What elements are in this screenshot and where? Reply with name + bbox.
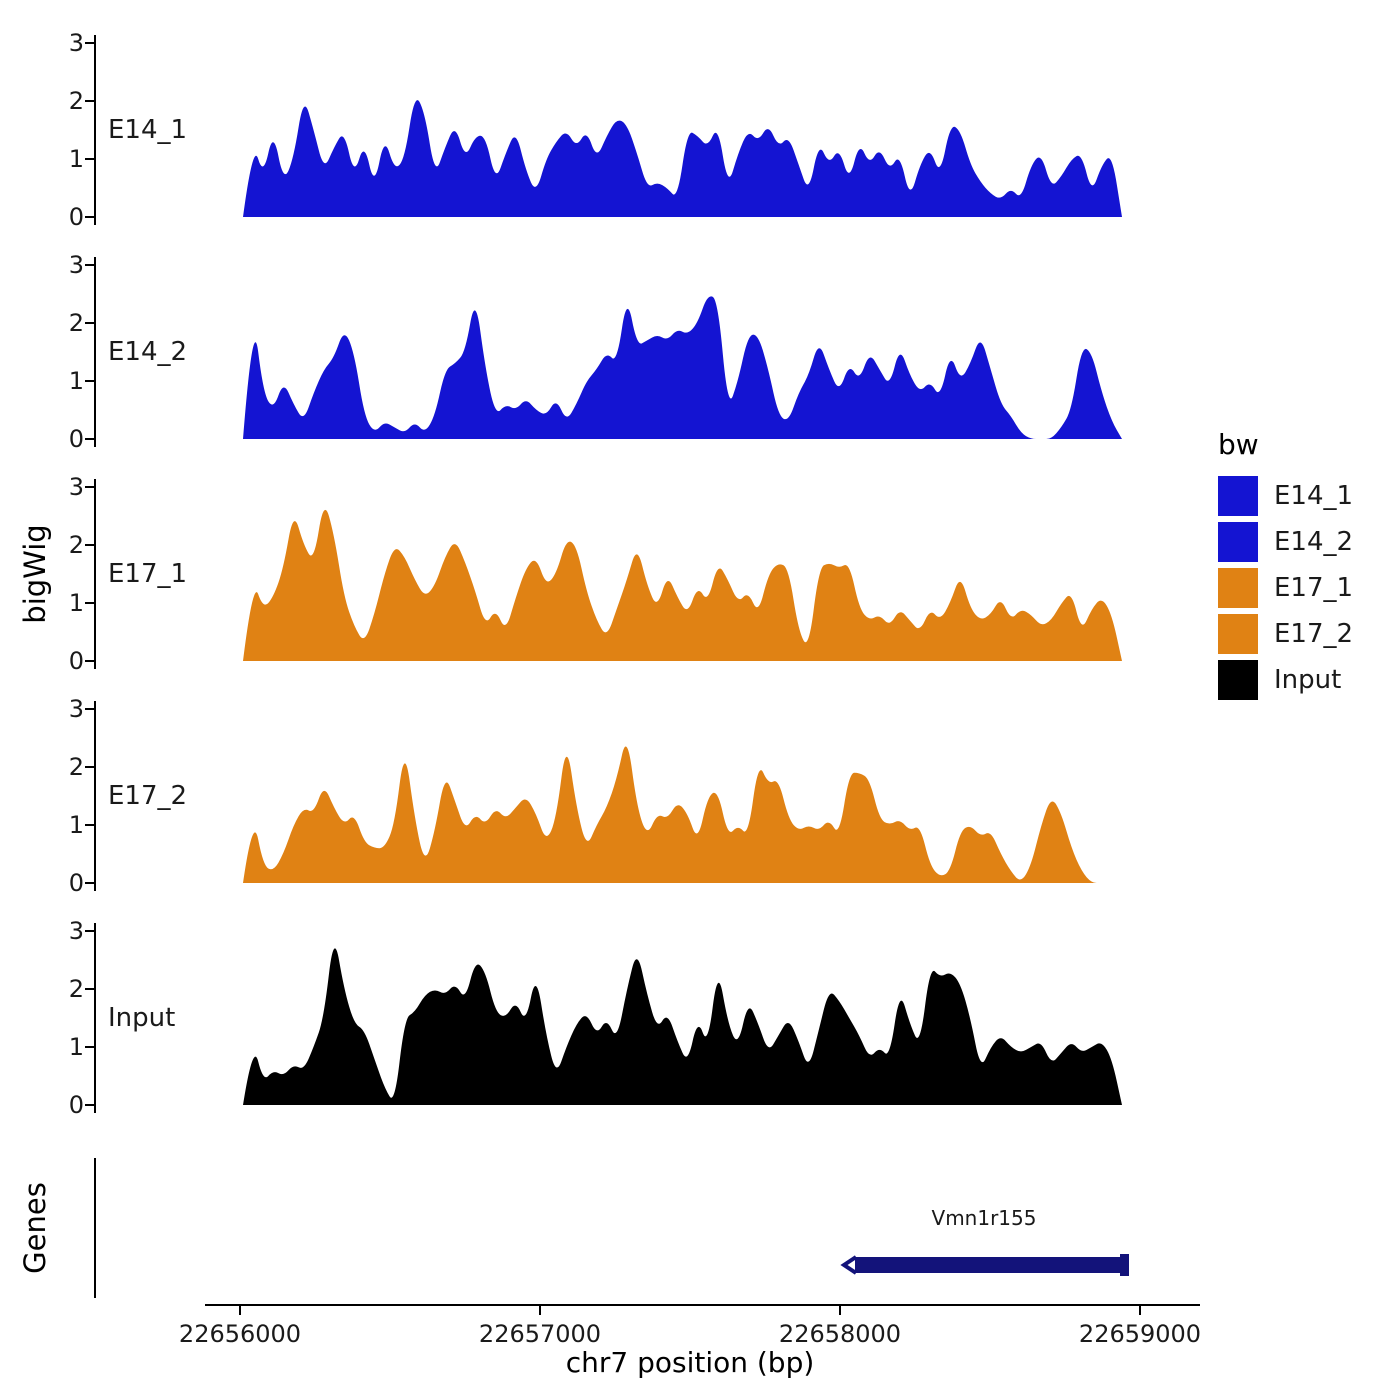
y-tick-label: 2 [68,975,84,1003]
y-tick [85,1046,94,1048]
y-tick [85,322,94,324]
x-tick [539,1306,541,1315]
genes-axis-line [94,1158,96,1298]
x-tick-label: 22658000 [778,1320,902,1348]
y-tick [85,1104,94,1106]
y-tick [85,100,94,102]
track-area-E17_1 [243,509,1122,661]
genes-axis-title: Genes [18,1182,52,1274]
y-tick-label: 1 [68,811,84,839]
y-tick-label: 2 [68,753,84,781]
y-tick [85,158,94,160]
gene-label: Vmn1r155 [931,1206,1037,1230]
y-tick [85,486,94,488]
y-tick-label: 1 [68,1033,84,1061]
y-tick-label: 1 [68,145,84,173]
legend-label-E14_1: E14_1 [1274,481,1354,511]
track-label-E14_1: E14_1 [108,115,188,145]
legend-label-Input: Input [1274,665,1342,695]
x-tick [1139,1306,1141,1315]
x-axis-title: chr7 position (bp) [565,1346,815,1379]
y-axis-line [94,923,96,1113]
track-area-E14_2 [243,296,1122,439]
track-area-E14_1 [243,100,1122,217]
y-axis-title: bigWig [18,524,52,624]
x-axis-line [205,1304,1200,1306]
y-axis-line [94,35,96,225]
gene-body-Vmn1r155 [840,1254,1129,1276]
y-tick-label: 0 [68,1091,84,1119]
y-tick-label: 2 [68,87,84,115]
legend-swatch-E14_1 [1218,476,1258,516]
legend-item-Input: Input [1218,660,1353,700]
y-tick-label: 3 [68,695,84,723]
track-area-Input [243,948,1122,1105]
y-tick [85,438,94,440]
y-axis-line [94,257,96,447]
y-tick [85,216,94,218]
y-tick [85,544,94,546]
y-tick [85,602,94,604]
legend-label-E17_2: E17_2 [1274,619,1354,649]
y-tick [85,882,94,884]
y-tick-label: 1 [68,367,84,395]
y-tick [85,660,94,662]
track-label-Input: Input [108,1003,176,1033]
y-tick-label: 3 [68,917,84,945]
y-tick-label: 0 [68,869,84,897]
legend: E14_1 E14_2 E17_1 E17_2 Input [1218,476,1353,706]
legend-item-E14_1: E14_1 [1218,476,1353,516]
y-tick [85,824,94,826]
track-label-E17_2: E17_2 [108,781,188,811]
legend-item-E17_1: E17_1 [1218,568,1353,608]
y-tick-label: 1 [68,589,84,617]
y-tick-label: 2 [68,309,84,337]
y-tick [85,264,94,266]
y-tick [85,42,94,44]
legend-swatch-E14_2 [1218,522,1258,562]
y-tick [85,988,94,990]
x-tick-label: 22659000 [1078,1320,1202,1348]
track-label-E14_2: E14_2 [108,337,188,367]
legend-swatch-E17_1 [1218,568,1258,608]
y-tick [85,930,94,932]
legend-item-E14_2: E14_2 [1218,522,1353,562]
y-axis-line [94,701,96,891]
y-tick-label: 0 [68,203,84,231]
x-tick-label: 22657000 [478,1320,602,1348]
y-tick-label: 0 [68,425,84,453]
y-tick [85,380,94,382]
y-tick-label: 0 [68,647,84,675]
track-area-E17_2 [243,746,1122,883]
y-tick-label: 3 [68,29,84,57]
x-tick-label: 22656000 [178,1320,302,1348]
legend-label-E14_2: E14_2 [1274,527,1354,557]
legend-swatch-Input [1218,660,1258,700]
x-tick [839,1306,841,1315]
legend-item-E17_2: E17_2 [1218,614,1353,654]
legend-title: bw [1218,428,1259,461]
y-tick-label: 3 [68,251,84,279]
y-tick-label: 3 [68,473,84,501]
y-axis-line [94,479,96,669]
legend-swatch-E17_2 [1218,614,1258,654]
y-tick-label: 2 [68,531,84,559]
legend-label-E17_1: E17_1 [1274,573,1354,603]
y-tick [85,708,94,710]
track-label-E17_1: E17_1 [108,559,188,589]
x-tick [239,1306,241,1315]
y-tick [85,766,94,768]
